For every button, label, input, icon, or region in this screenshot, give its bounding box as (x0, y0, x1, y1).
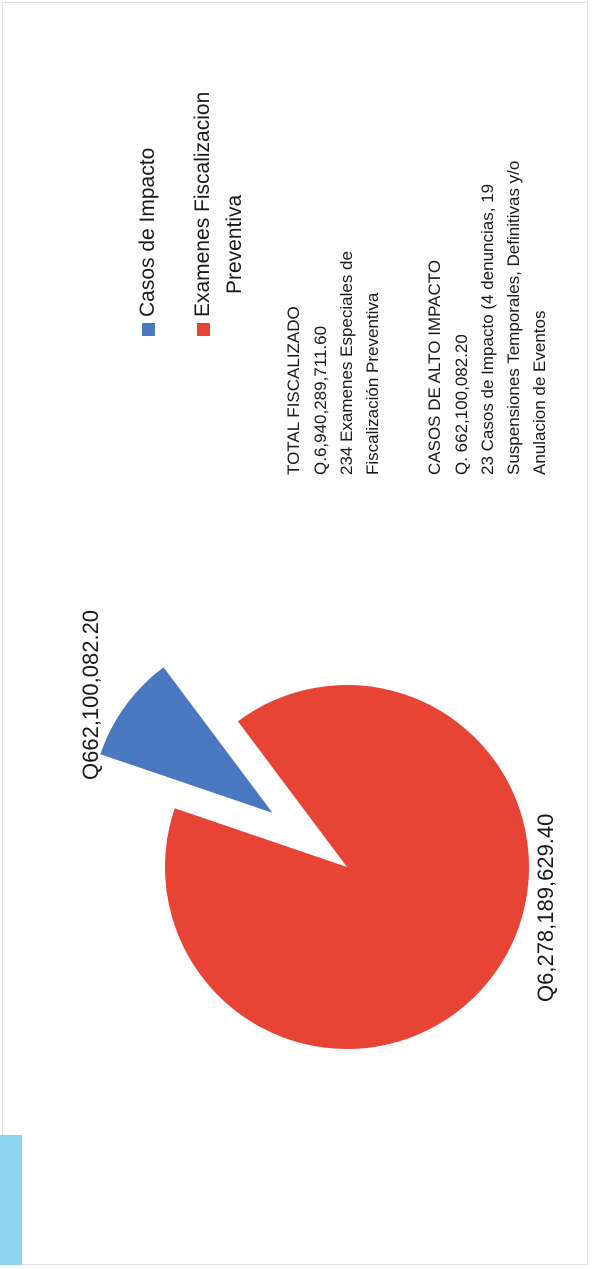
legend-item-casos-de-impacto: Casos de Impacto (136, 148, 160, 336)
pie-slice-examenes-fiscalizacion (164, 685, 529, 1050)
casos-alto-impacto-detail-line3: Anulacion de Eventos (530, 310, 549, 475)
total-fiscalizado-detail-line1: 234 Examenes Especiales de (337, 251, 356, 475)
casos-alto-impacto-detail-line1: 23 Casos de Impacto (4 denuncias, 19 (478, 183, 497, 475)
chart-legend: Casos de Impacto Examenes Fiscalizacion … (136, 76, 246, 336)
data-label-casos-de-impacto: Q662,100,082.20 (78, 609, 103, 780)
legend-swatch-examenes (196, 323, 210, 336)
casos-alto-impacto-amount: Q. 662,100,082.20 (452, 334, 471, 475)
pie-slice-casos-de-impacto (100, 667, 273, 813)
total-fiscalizado-amount: Q.6,940,289,711.60 (311, 325, 330, 475)
total-fiscalizado-heading: TOTAL FISCALIZADO (284, 306, 303, 475)
legend-swatch-casos (141, 323, 155, 336)
legend-item-examenes-fiscalizacion: Examenes Fiscalizacion (191, 92, 215, 336)
summary-block: TOTAL FISCALIZADO Q.6,940,289,711.60 234… (284, 155, 592, 475)
casos-alto-impacto-detail-line2: Suspensiones Temporales, Definitivas y/o (504, 160, 523, 475)
legend-label-examenes-line2: Preventiva (223, 194, 246, 294)
side-tab-accent (0, 1135, 22, 1265)
data-label-examenes-fiscalizacion: Q6,278,189,629.40 (533, 813, 558, 1002)
legend-label-examenes-line1: Examenes Fiscalizacion (191, 91, 214, 317)
casos-alto-impacto-heading: CASOS DE ALTO IMPACTO (425, 259, 444, 475)
legend-label-casos: Casos de Impacto (136, 147, 159, 317)
total-fiscalizado-detail-line2: Fiscalización Preventiva (363, 292, 382, 475)
